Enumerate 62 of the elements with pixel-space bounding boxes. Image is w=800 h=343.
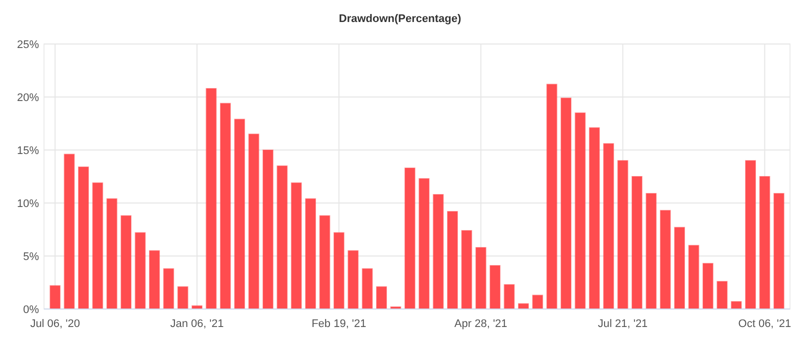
bar	[716, 280, 728, 310]
bar	[206, 88, 217, 310]
bar	[574, 112, 586, 310]
bar	[660, 210, 671, 310]
bar	[362, 268, 373, 310]
bar	[333, 232, 344, 310]
bar	[120, 215, 132, 310]
x-tick-label: Jan 06, '21	[170, 318, 224, 330]
y-tick-label: 20%	[16, 92, 40, 104]
bar	[546, 84, 558, 310]
bar	[134, 232, 146, 310]
bar	[319, 215, 330, 310]
bar	[248, 134, 260, 310]
bar	[92, 182, 104, 310]
bar	[290, 182, 302, 310]
bar	[646, 192, 657, 310]
bar	[632, 176, 642, 310]
bar	[220, 102, 231, 310]
y-tick-label: 5%	[23, 250, 40, 263]
bar	[404, 168, 416, 310]
bar	[490, 265, 501, 310]
bar	[745, 160, 756, 310]
y-tick-label: 25%	[16, 38, 40, 51]
bar	[148, 250, 160, 310]
bar	[177, 286, 188, 310]
chart-title: Drawdown(Percentage)	[338, 13, 462, 25]
bar	[50, 285, 61, 310]
bar	[106, 198, 118, 310]
bar	[730, 301, 742, 310]
bar	[276, 165, 288, 310]
bar	[560, 98, 572, 310]
bar	[305, 198, 316, 310]
x-tick-label: Jul 06, '20	[30, 318, 80, 330]
bar	[674, 226, 686, 310]
bar	[376, 286, 387, 310]
bar	[78, 166, 89, 310]
bar	[759, 176, 770, 310]
bar	[532, 294, 544, 310]
bar	[688, 244, 700, 310]
bar	[461, 230, 472, 310]
x-tick-label: Apr 28, '21	[454, 318, 508, 330]
bar	[64, 154, 75, 310]
x-tick-label: Jul 21, '21	[598, 318, 648, 330]
bar	[588, 127, 600, 310]
bar	[262, 150, 274, 310]
bar	[504, 284, 515, 310]
bar	[447, 210, 458, 310]
bar	[475, 247, 486, 310]
x-tick-label: Feb 19, '21	[312, 318, 366, 330]
bar	[603, 143, 614, 310]
bar	[348, 250, 359, 310]
bar	[418, 178, 430, 310]
bar	[773, 192, 784, 310]
y-tick-label: 10%	[16, 198, 40, 210]
bar	[617, 160, 628, 310]
bar	[163, 268, 174, 310]
x-tick-label: Oct 06, '21	[738, 318, 792, 330]
bar	[234, 118, 246, 310]
y-tick-label: 0%	[23, 304, 40, 316]
bar	[702, 262, 714, 310]
bar	[432, 194, 444, 310]
y-tick-label: 15%	[16, 144, 40, 157]
